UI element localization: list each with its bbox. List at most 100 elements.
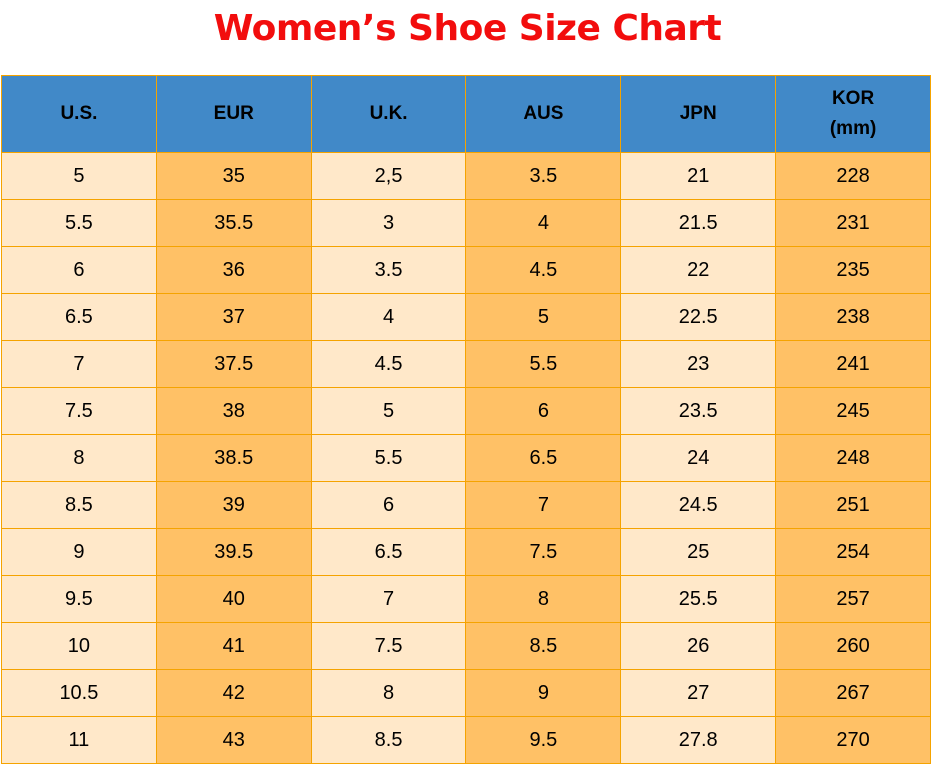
table-cell: 7.5 [1,387,157,435]
table-cell: 43 [155,716,312,764]
table-cell: 21.5 [620,199,777,247]
table-cell: 23 [620,340,777,388]
table-cell: 6 [1,246,157,294]
column-header-label: (mm) [829,118,877,139]
table-cell: 9 [465,669,622,717]
table-cell: 9.5 [1,575,157,623]
header-row: U.S. EUR U.K. AUS JPN KOR (mm) [1,75,931,153]
table-row: 6.5 37 4 5 22.5 238 [1,293,931,341]
table-cell: 5 [465,293,622,341]
table-row: 5.5 35.5 3 4 21.5 231 [1,199,931,247]
table-row: 10.5 42 8 9 27 267 [1,669,931,717]
table-cell: 36 [155,246,312,294]
table-cell: 10.5 [1,669,157,717]
column-header-label: EUR [213,103,254,124]
size-chart-table: U.S. EUR U.K. AUS JPN KOR (mm) 5 35 2,5 3.5 21 228 5… [1,75,931,764]
table-cell: 254 [775,528,931,576]
table-cell: 3 [310,199,467,247]
column-header-label: JPN [679,103,717,124]
table-row: 11 43 8.5 9.5 27.8 270 [1,716,931,764]
table-cell: 7 [310,575,467,623]
table-cell: 5.5 [310,434,467,482]
table-cell: 24 [620,434,777,482]
table-cell: 4.5 [465,246,622,294]
table-cell: 3.5 [465,152,622,200]
table-cell: 42 [155,669,312,717]
table-cell: 11 [1,716,157,764]
table-row: 7.5 38 5 6 23.5 245 [1,387,931,435]
table-cell: 4.5 [310,340,467,388]
table-cell: 8.5 [310,716,467,764]
table-cell: 21 [620,152,777,200]
table-cell: 35 [155,152,312,200]
column-header: EUR [155,75,312,153]
table-cell: 39 [155,481,312,529]
table-cell: 7 [465,481,622,529]
table-cell: 41 [155,622,312,670]
table-cell: 4 [310,293,467,341]
column-header-label: U.K. [369,103,408,124]
table-cell: 37.5 [155,340,312,388]
table-cell: 7.5 [465,528,622,576]
table-cell: 3.5 [310,246,467,294]
page-title: Women’s Shoe Size Chart [213,8,722,49]
table-cell: 231 [775,199,931,247]
table-cell: 6 [465,387,622,435]
table-cell: 241 [775,340,931,388]
table-cell: 8 [310,669,467,717]
table-cell: 7 [1,340,157,388]
table-cell: 248 [775,434,931,482]
table-cell: 2,5 [310,152,467,200]
column-header-label: U.S. [60,103,98,124]
table-cell: 6.5 [310,528,467,576]
table-row: 6 36 3.5 4.5 22 235 [1,246,931,294]
table-cell: 7.5 [310,622,467,670]
column-header: KOR (mm) [775,75,931,153]
table-cell: 26 [620,622,777,670]
table-cell: 270 [775,716,931,764]
column-header: AUS [465,75,622,153]
table-cell: 38.5 [155,434,312,482]
table-cell: 24.5 [620,481,777,529]
table-cell: 257 [775,575,931,623]
table-cell: 37 [155,293,312,341]
table-cell: 8 [1,434,157,482]
table-cell: 40 [155,575,312,623]
table-row: 7 37.5 4.5 5.5 23 241 [1,340,931,388]
column-header: U.S. [1,75,157,153]
table-cell: 8.5 [1,481,157,529]
table-cell: 6.5 [1,293,157,341]
table-cell: 23.5 [620,387,777,435]
table-row: 9 39.5 6.5 7.5 25 254 [1,528,931,576]
table-cell: 8 [465,575,622,623]
column-header-label: AUS [523,103,564,124]
table-row: 8.5 39 6 7 24.5 251 [1,481,931,529]
table-cell: 6 [310,481,467,529]
table-cell: 6.5 [465,434,622,482]
table-cell: 5.5 [465,340,622,388]
table-cell: 5.5 [1,199,157,247]
table-row: 8 38.5 5.5 6.5 24 248 [1,434,931,482]
table-cell: 22.5 [620,293,777,341]
table-cell: 260 [775,622,931,670]
table-cell: 25.5 [620,575,777,623]
table-cell: 10 [1,622,157,670]
table-row: 9.5 40 7 8 25.5 257 [1,575,931,623]
table-cell: 27.8 [620,716,777,764]
table-cell: 27 [620,669,777,717]
table-cell: 4 [465,199,622,247]
table-row: 10 41 7.5 8.5 26 260 [1,622,931,670]
table-cell: 235 [775,246,931,294]
table-cell: 9.5 [465,716,622,764]
table-cell: 251 [775,481,931,529]
column-header: JPN [620,75,777,153]
table-cell: 5 [1,152,157,200]
table-cell: 267 [775,669,931,717]
table-row: 5 35 2,5 3.5 21 228 [1,152,931,200]
table-cell: 25 [620,528,777,576]
table-cell: 38 [155,387,312,435]
table-cell: 8.5 [465,622,622,670]
table-cell: 228 [775,152,931,200]
table-cell: 39.5 [155,528,312,576]
table-cell: 245 [775,387,931,435]
